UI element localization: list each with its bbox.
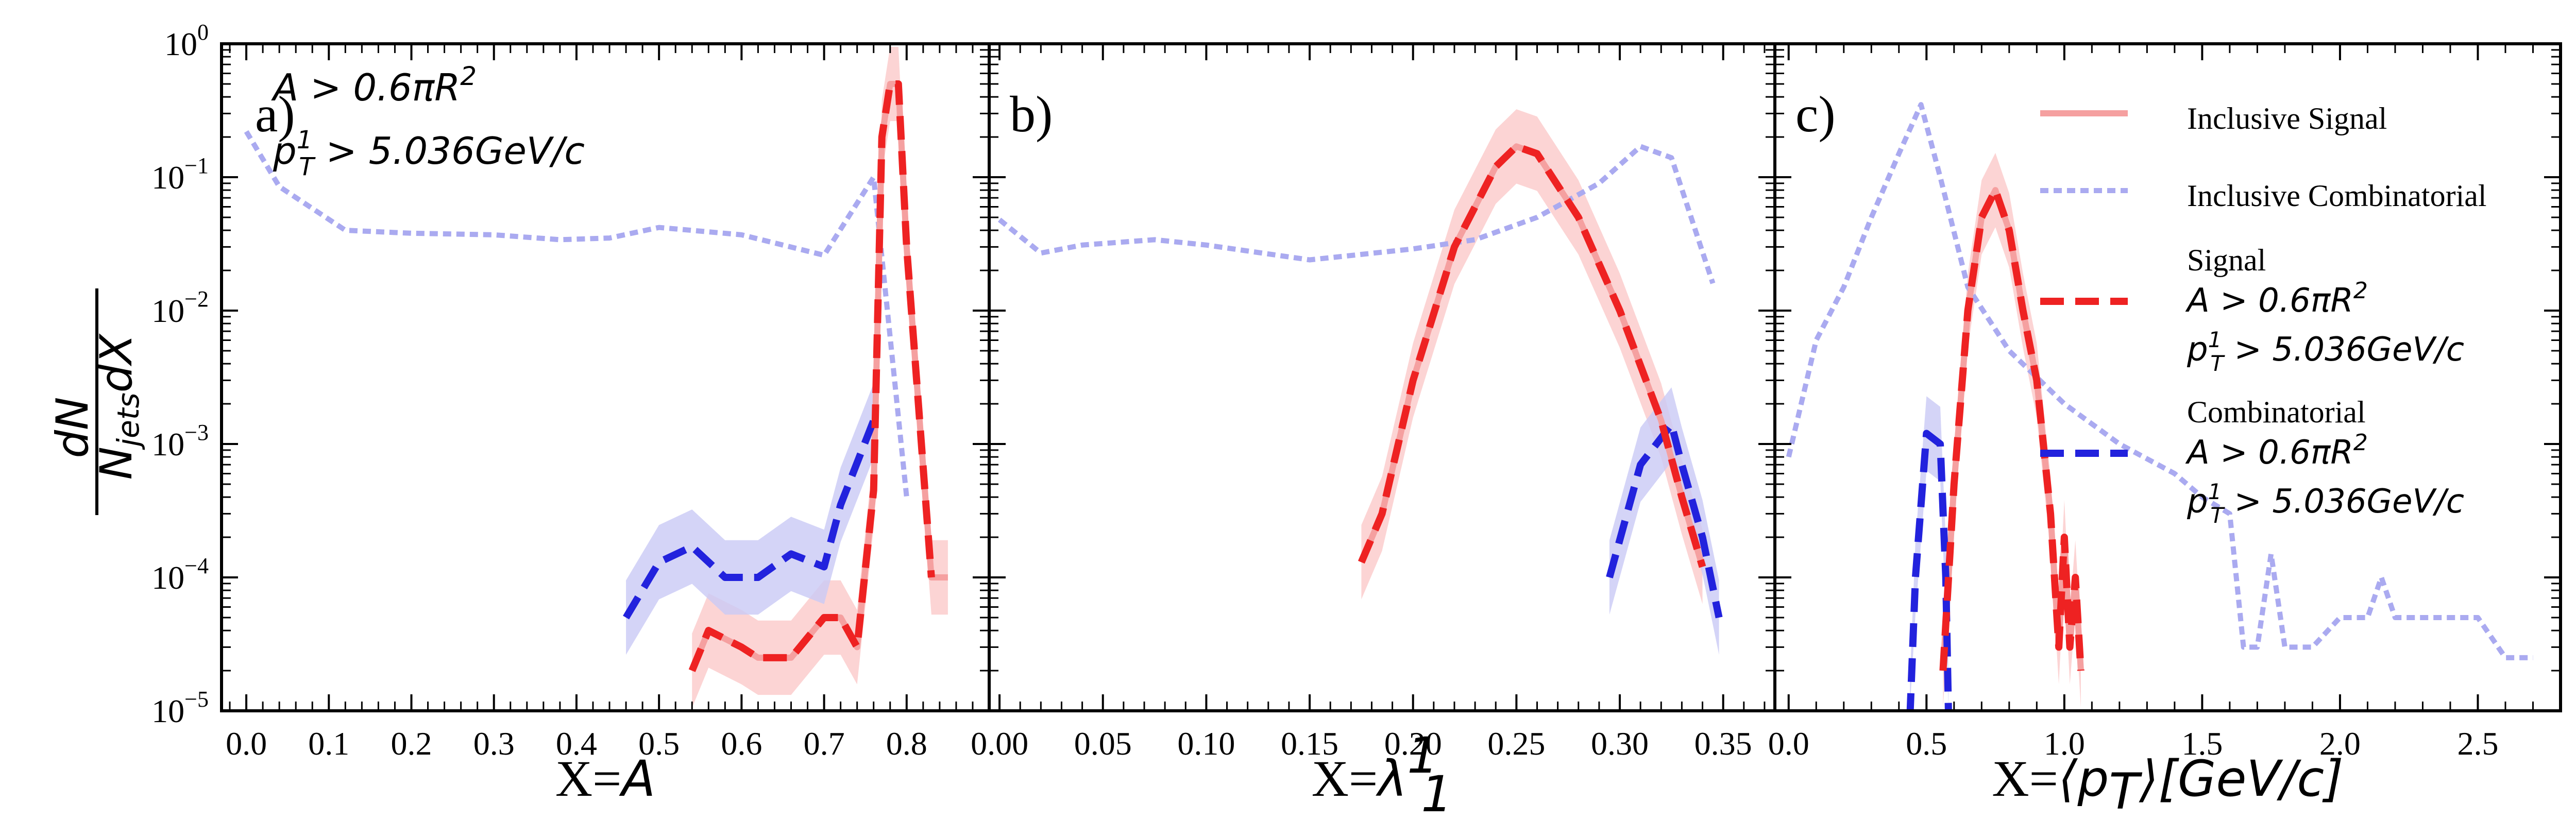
x-tick-label: 0.00 [971, 725, 1028, 762]
x-tick-label: 0.10 [1177, 725, 1235, 762]
x-tick-label: 1.5 [2181, 725, 2223, 762]
series-inclusive-combinatorial [997, 144, 1716, 284]
x-tick-label: 2.0 [2319, 725, 2361, 762]
band-combinatorial [626, 383, 874, 655]
x-tick-label: 0.6 [721, 725, 762, 762]
panels: 100 10−1 10−2 10−3 10−4 10−5 0.0 0.1 0.2 0.3 0.4 0.… [151, 20, 2562, 823]
series-signal [1939, 186, 2084, 671]
panel-label: c) [1795, 86, 1836, 143]
y-tick-label: 100 [164, 20, 209, 62]
legend-signal-cut-pt: p1 T > 5.036GeV/c [2187, 327, 2464, 376]
x-tick-label: 0.1 [308, 725, 349, 762]
y-tick-label: 10−3 [151, 420, 209, 463]
panel-1: 100 10−1 10−2 10−3 10−4 10−5 0.0 0.1 0.2 0.3 0.4 0.… [151, 20, 991, 808]
x-tick-label: 0.7 [804, 725, 845, 762]
panel-label: a) [255, 86, 295, 143]
cut-annotation: A > 0.6πR2 p1 T > 5.036GeV/c [271, 61, 585, 181]
band-combinatorial [1609, 387, 1719, 655]
axes-frame [1773, 42, 2562, 712]
series-signal [688, 80, 935, 672]
y-tick-label: 10−2 [151, 286, 209, 329]
band-inclusive-signal [692, 46, 948, 708]
x-tick-label: 0.35 [1694, 725, 1752, 762]
x-tick-label: 0.0 [1768, 725, 1809, 762]
y-tick-label: 10−1 [151, 153, 209, 196]
x-tick-label: 0.05 [1074, 725, 1132, 762]
x-tick-label: 2.5 [2457, 725, 2498, 762]
series-combinatorial [1606, 421, 1723, 619]
x-tick-label: 0.20 [1384, 725, 1442, 762]
legend-label-signal: Signal [2187, 243, 2266, 277]
series-combinatorial [1906, 430, 1952, 711]
x-tick-label: 0.25 [1487, 725, 1545, 762]
series-combinatorial [623, 419, 877, 620]
y-axis-label: dN NjetsdX [47, 288, 146, 515]
panel-3: 0.0 0.5 1.0 1.5 2.0 2.5 c) X=⟨pT⟩[GeV/c] [1768, 42, 2562, 821]
x-tick-label: 0.8 [886, 725, 927, 762]
x-tick-label: 1.0 [2044, 725, 2085, 762]
band-inclusive-signal [1361, 109, 1703, 604]
series-inclusive-combinatorial [244, 130, 909, 498]
x-tick-label: 0.30 [1591, 725, 1649, 762]
annotation-pt-cut: p1 T > 5.036GeV/c [273, 126, 585, 181]
panel-label: b) [1010, 86, 1053, 143]
x-tick-label: 0.3 [473, 725, 515, 762]
y-label-numerator: dN [47, 397, 98, 458]
x-axis-label: X=⟨pT⟩[GeV/c] [1992, 750, 2343, 821]
legend-combinatorial-cut-pt: p1 T > 5.036GeV/c [2187, 479, 2464, 528]
x-axis-label: X=A [555, 750, 655, 808]
y-tick-label: 10−5 [151, 687, 209, 729]
x-tick-label: 0.4 [556, 725, 597, 762]
annotation-area-cut: A > 0.6πR2 [271, 61, 477, 109]
panel-2: 0.00 0.05 0.10 0.15 0.20 0.25 0.30 0.35 b) X=λ1 1 [971, 42, 1776, 823]
legend-label-inclusive-signal: Inclusive Signal [2187, 101, 2387, 135]
x-tick-label: 0.5 [638, 725, 680, 762]
x-tick-label: 0.15 [1281, 725, 1338, 762]
x-tick-label: 0.5 [1906, 725, 1947, 762]
legend-label-combinatorial: Combinatorial [2187, 395, 2366, 429]
x-tick-label: 0.2 [391, 725, 432, 762]
series-signal [1358, 143, 1706, 568]
y-label-denominator: NjetsdX [91, 333, 146, 480]
series-inclusive-combinatorial [1786, 102, 2533, 660]
x-axis-label: X=λ1 1 [1312, 727, 1453, 823]
x-tick-label: 0.0 [226, 725, 267, 762]
legend: Inclusive Signal Inclusive Combinatorial… [2040, 101, 2487, 528]
legend-signal-cut-area: A > 0.6πR2 [2185, 278, 2368, 320]
legend-label-inclusive-combinatorial: Inclusive Combinatorial [2187, 179, 2487, 213]
legend-combinatorial-cut-area: A > 0.6πR2 [2185, 430, 2368, 472]
y-tick-label: 10−4 [151, 553, 209, 596]
